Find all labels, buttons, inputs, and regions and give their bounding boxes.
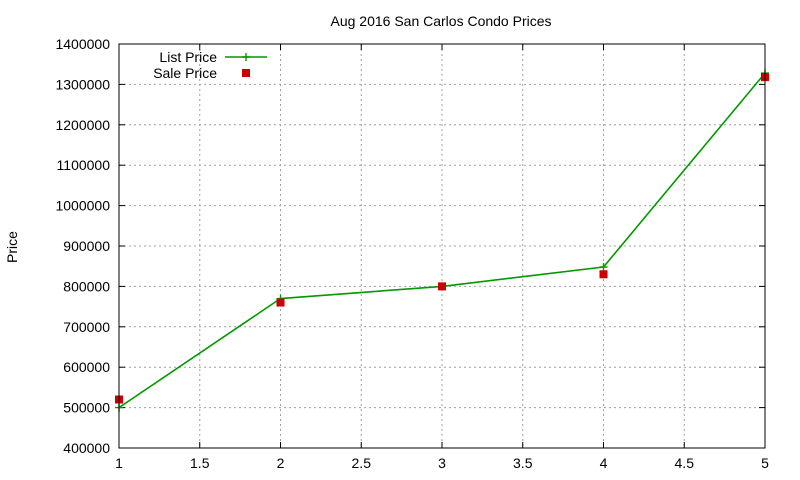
sale-price-point: [276, 298, 285, 307]
sale-price-point: [438, 282, 446, 291]
chart-title: Aug 2016 San Carlos Condo Prices: [330, 13, 551, 29]
y-tick-label: 900000: [63, 238, 110, 254]
y-axis-label: Price: [4, 231, 20, 263]
legend-label: Sale Price: [153, 65, 217, 81]
x-tick-label: 3.5: [513, 455, 533, 471]
y-tick-label: 600000: [63, 359, 110, 375]
y-tick-label: 700000: [63, 319, 110, 335]
plot-frame: [118, 43, 766, 449]
x-tick-label: 4: [600, 455, 608, 471]
list-price-point: [599, 263, 608, 272]
x-tick-label: 2: [277, 455, 285, 471]
axis-ticks: 1 1.5 2 2.5 3 3.5 4 4.5 5 400000 500000 600000 70000…: [55, 36, 769, 471]
x-tick-label: 1.5: [190, 455, 210, 471]
x-tick-label: 1: [115, 455, 123, 471]
y-tick-label: 800000: [63, 278, 110, 294]
x-tick-label: 5: [761, 455, 769, 471]
sale-price-point: [599, 270, 608, 279]
y-tick-label: 1100000: [57, 157, 111, 173]
x-tick-label: 4.5: [675, 455, 695, 471]
x-tick-label: 2.5: [352, 455, 372, 471]
y-tick-label: 1400000: [55, 36, 110, 52]
legend-swatch-marker: [242, 53, 250, 61]
legend-label: List Price: [159, 49, 217, 65]
grid: [119, 44, 765, 448]
legend-swatch-marker: [242, 69, 250, 77]
y-tick-label: 1200000: [55, 117, 110, 133]
y-tick-label: 1300000: [55, 76, 110, 92]
y-tick-label: 1000000: [55, 198, 110, 214]
y-tick-label: 400000: [63, 440, 110, 456]
x-tick-label: 3: [438, 455, 446, 471]
y-tick-label: 500000: [63, 400, 110, 416]
